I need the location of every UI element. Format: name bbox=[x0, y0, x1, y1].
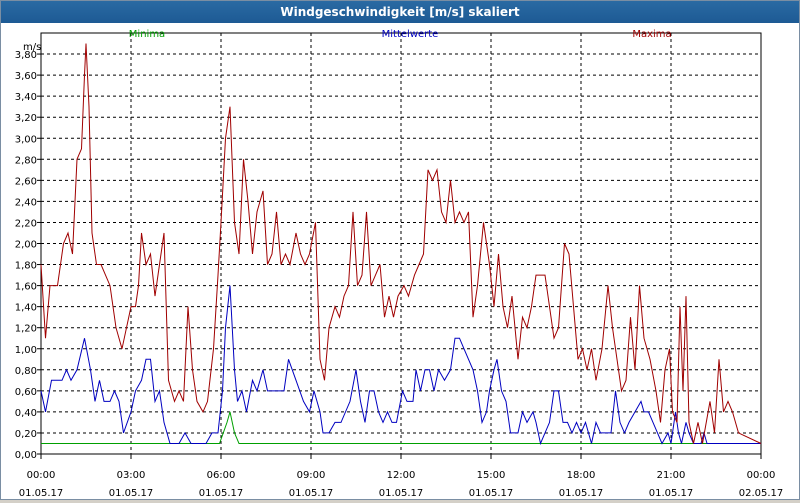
x-time-label: 21:00 bbox=[657, 470, 686, 481]
y-tick-label: 2,80 bbox=[15, 155, 37, 166]
x-date-label: 01.05.17 bbox=[199, 488, 244, 499]
legend-maxima: Maxima bbox=[632, 29, 671, 40]
y-tick-label: 1,40 bbox=[15, 303, 37, 314]
x-date-label: 01.05.17 bbox=[109, 488, 154, 499]
y-tick-label: 3,60 bbox=[15, 71, 37, 82]
y-tick-label: 2,60 bbox=[15, 176, 37, 187]
x-date-label: 01.05.17 bbox=[289, 488, 334, 499]
x-time-label: 18:00 bbox=[567, 470, 596, 481]
y-tick-label: 1,20 bbox=[15, 324, 37, 335]
x-date-label: 01.05.17 bbox=[379, 488, 424, 499]
y-tick-label: 2,40 bbox=[15, 197, 37, 208]
x-time-label: 03:00 bbox=[117, 470, 146, 481]
x-date-label: 01.05.17 bbox=[19, 488, 64, 499]
y-tick-label: 1,00 bbox=[15, 345, 37, 356]
series-line-minima bbox=[41, 411, 761, 444]
x-time-label: 06:00 bbox=[207, 470, 236, 481]
series-line-mittelwerte bbox=[40, 285, 761, 446]
plot-area: m/s 0,00 0,20 0,40 0,60 0,80 1,00 1,20 1,40 1,60 1… bbox=[1, 23, 799, 499]
y-tick-label: 0,60 bbox=[15, 387, 37, 398]
y-tick-label: 3,80 bbox=[15, 50, 37, 61]
legend-mittelwerte: Mittelwerte bbox=[382, 29, 439, 40]
y-tick-label: 1,60 bbox=[15, 282, 37, 293]
x-time-label: 09:00 bbox=[297, 470, 326, 481]
x-time-label: 15:00 bbox=[477, 470, 506, 481]
y-tick-label: 0,00 bbox=[15, 450, 37, 461]
y-tick-label: 0,80 bbox=[15, 366, 37, 377]
y-tick-label: 2,20 bbox=[15, 218, 37, 229]
x-date-label: 01.05.17 bbox=[559, 488, 604, 499]
series-line-maxima bbox=[40, 43, 762, 444]
y-tick-label: 3,20 bbox=[15, 113, 37, 124]
x-date-label: 02.05.17 bbox=[739, 488, 784, 499]
x-date-label: 01.05.17 bbox=[469, 488, 514, 499]
x-date-label: 01.05.17 bbox=[649, 488, 694, 499]
x-time-label: 12:00 bbox=[387, 470, 416, 481]
y-axis-label: m/s bbox=[23, 42, 41, 53]
y-tick-label: 0,20 bbox=[15, 429, 37, 440]
y-tick-label: 0,40 bbox=[15, 408, 37, 419]
wind-speed-chart: m/s 0,00 0,20 0,40 0,60 0,80 1,00 1,20 1,40 1,60 1… bbox=[15, 29, 784, 499]
y-tick-label: 3,00 bbox=[15, 134, 37, 145]
legend-minima: Minima bbox=[129, 29, 165, 40]
x-time-label: 00:00 bbox=[747, 470, 776, 481]
y-tick-label: 3,40 bbox=[15, 92, 37, 103]
window-title: Windgeschwindigkeit [m/s] skaliert bbox=[1, 1, 799, 23]
y-tick-label: 2,00 bbox=[15, 240, 37, 251]
x-time-label: 00:00 bbox=[27, 470, 56, 481]
y-tick-label: 1,80 bbox=[15, 261, 37, 272]
